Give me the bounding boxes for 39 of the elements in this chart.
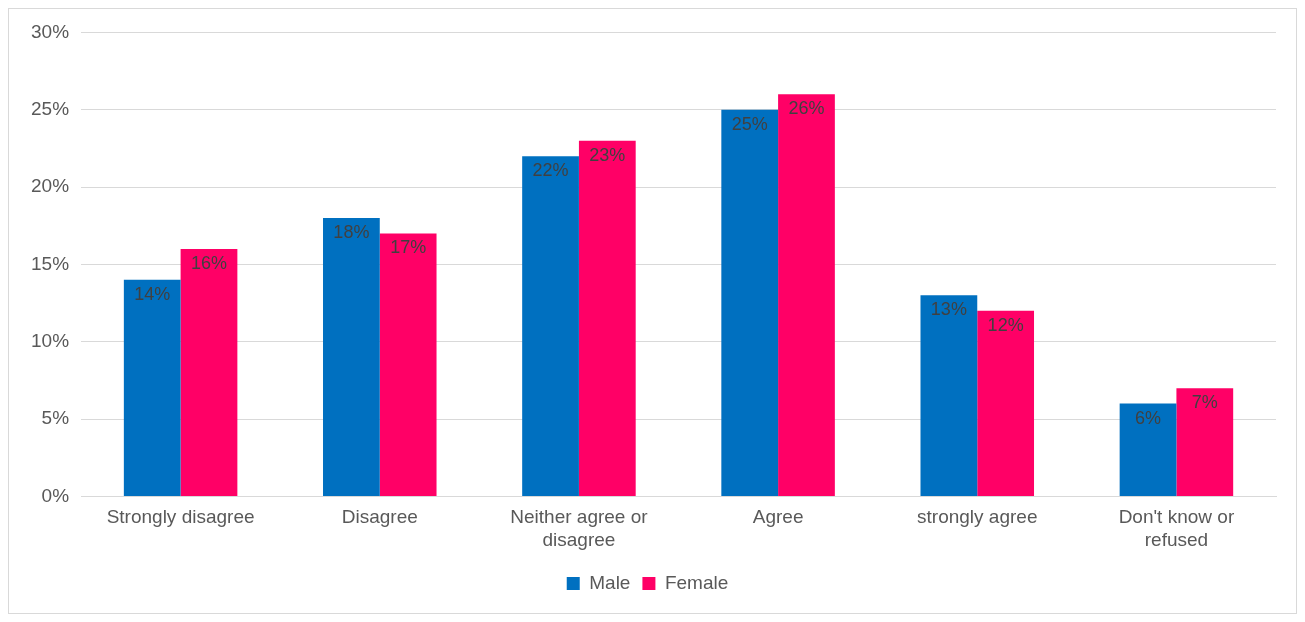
y-tick-label: 10% bbox=[31, 329, 70, 351]
data-label: 12% bbox=[987, 314, 1024, 335]
x-tick-label: Agree bbox=[752, 506, 804, 528]
x-tick-label: Don't know or refused bbox=[1118, 506, 1235, 550]
x-tick-label: strongly agree bbox=[917, 506, 1038, 528]
bar bbox=[522, 156, 579, 496]
bar bbox=[977, 310, 1035, 496]
data-label: 6% bbox=[1135, 407, 1162, 428]
bar bbox=[721, 109, 779, 496]
data-label: 14% bbox=[134, 283, 171, 304]
bar bbox=[123, 279, 181, 496]
data-label: 22% bbox=[532, 160, 569, 181]
y-tick-label: 5% bbox=[41, 407, 70, 429]
data-label: 23% bbox=[589, 144, 626, 165]
data-label: 25% bbox=[731, 113, 768, 134]
y-tick-label: 20% bbox=[31, 175, 70, 197]
legend-label: Male bbox=[589, 571, 631, 593]
x-tick-label: Neither agree or disagree bbox=[510, 506, 649, 550]
bar bbox=[323, 218, 380, 496]
data-label: 13% bbox=[930, 299, 967, 320]
bar bbox=[1176, 388, 1234, 496]
bar bbox=[1119, 403, 1177, 496]
data-label: 16% bbox=[190, 252, 228, 273]
x-tick-label: Disagree bbox=[341, 506, 418, 528]
data-label: 18% bbox=[333, 221, 370, 242]
y-tick-label: 30% bbox=[31, 20, 70, 42]
x-tick-label: Strongly disagree bbox=[106, 506, 255, 528]
y-tick-label: 15% bbox=[31, 252, 70, 274]
bar bbox=[578, 140, 636, 496]
bar bbox=[778, 94, 835, 496]
legend-label: Female bbox=[664, 571, 729, 593]
y-tick-label: 25% bbox=[31, 97, 70, 119]
bar bbox=[180, 248, 238, 496]
data-label: 26% bbox=[788, 98, 825, 119]
data-label: 17% bbox=[390, 237, 427, 258]
bar bbox=[920, 295, 978, 496]
data-label: 7% bbox=[1191, 392, 1218, 413]
bar bbox=[379, 233, 437, 496]
y-tick-label: 0% bbox=[41, 484, 70, 506]
